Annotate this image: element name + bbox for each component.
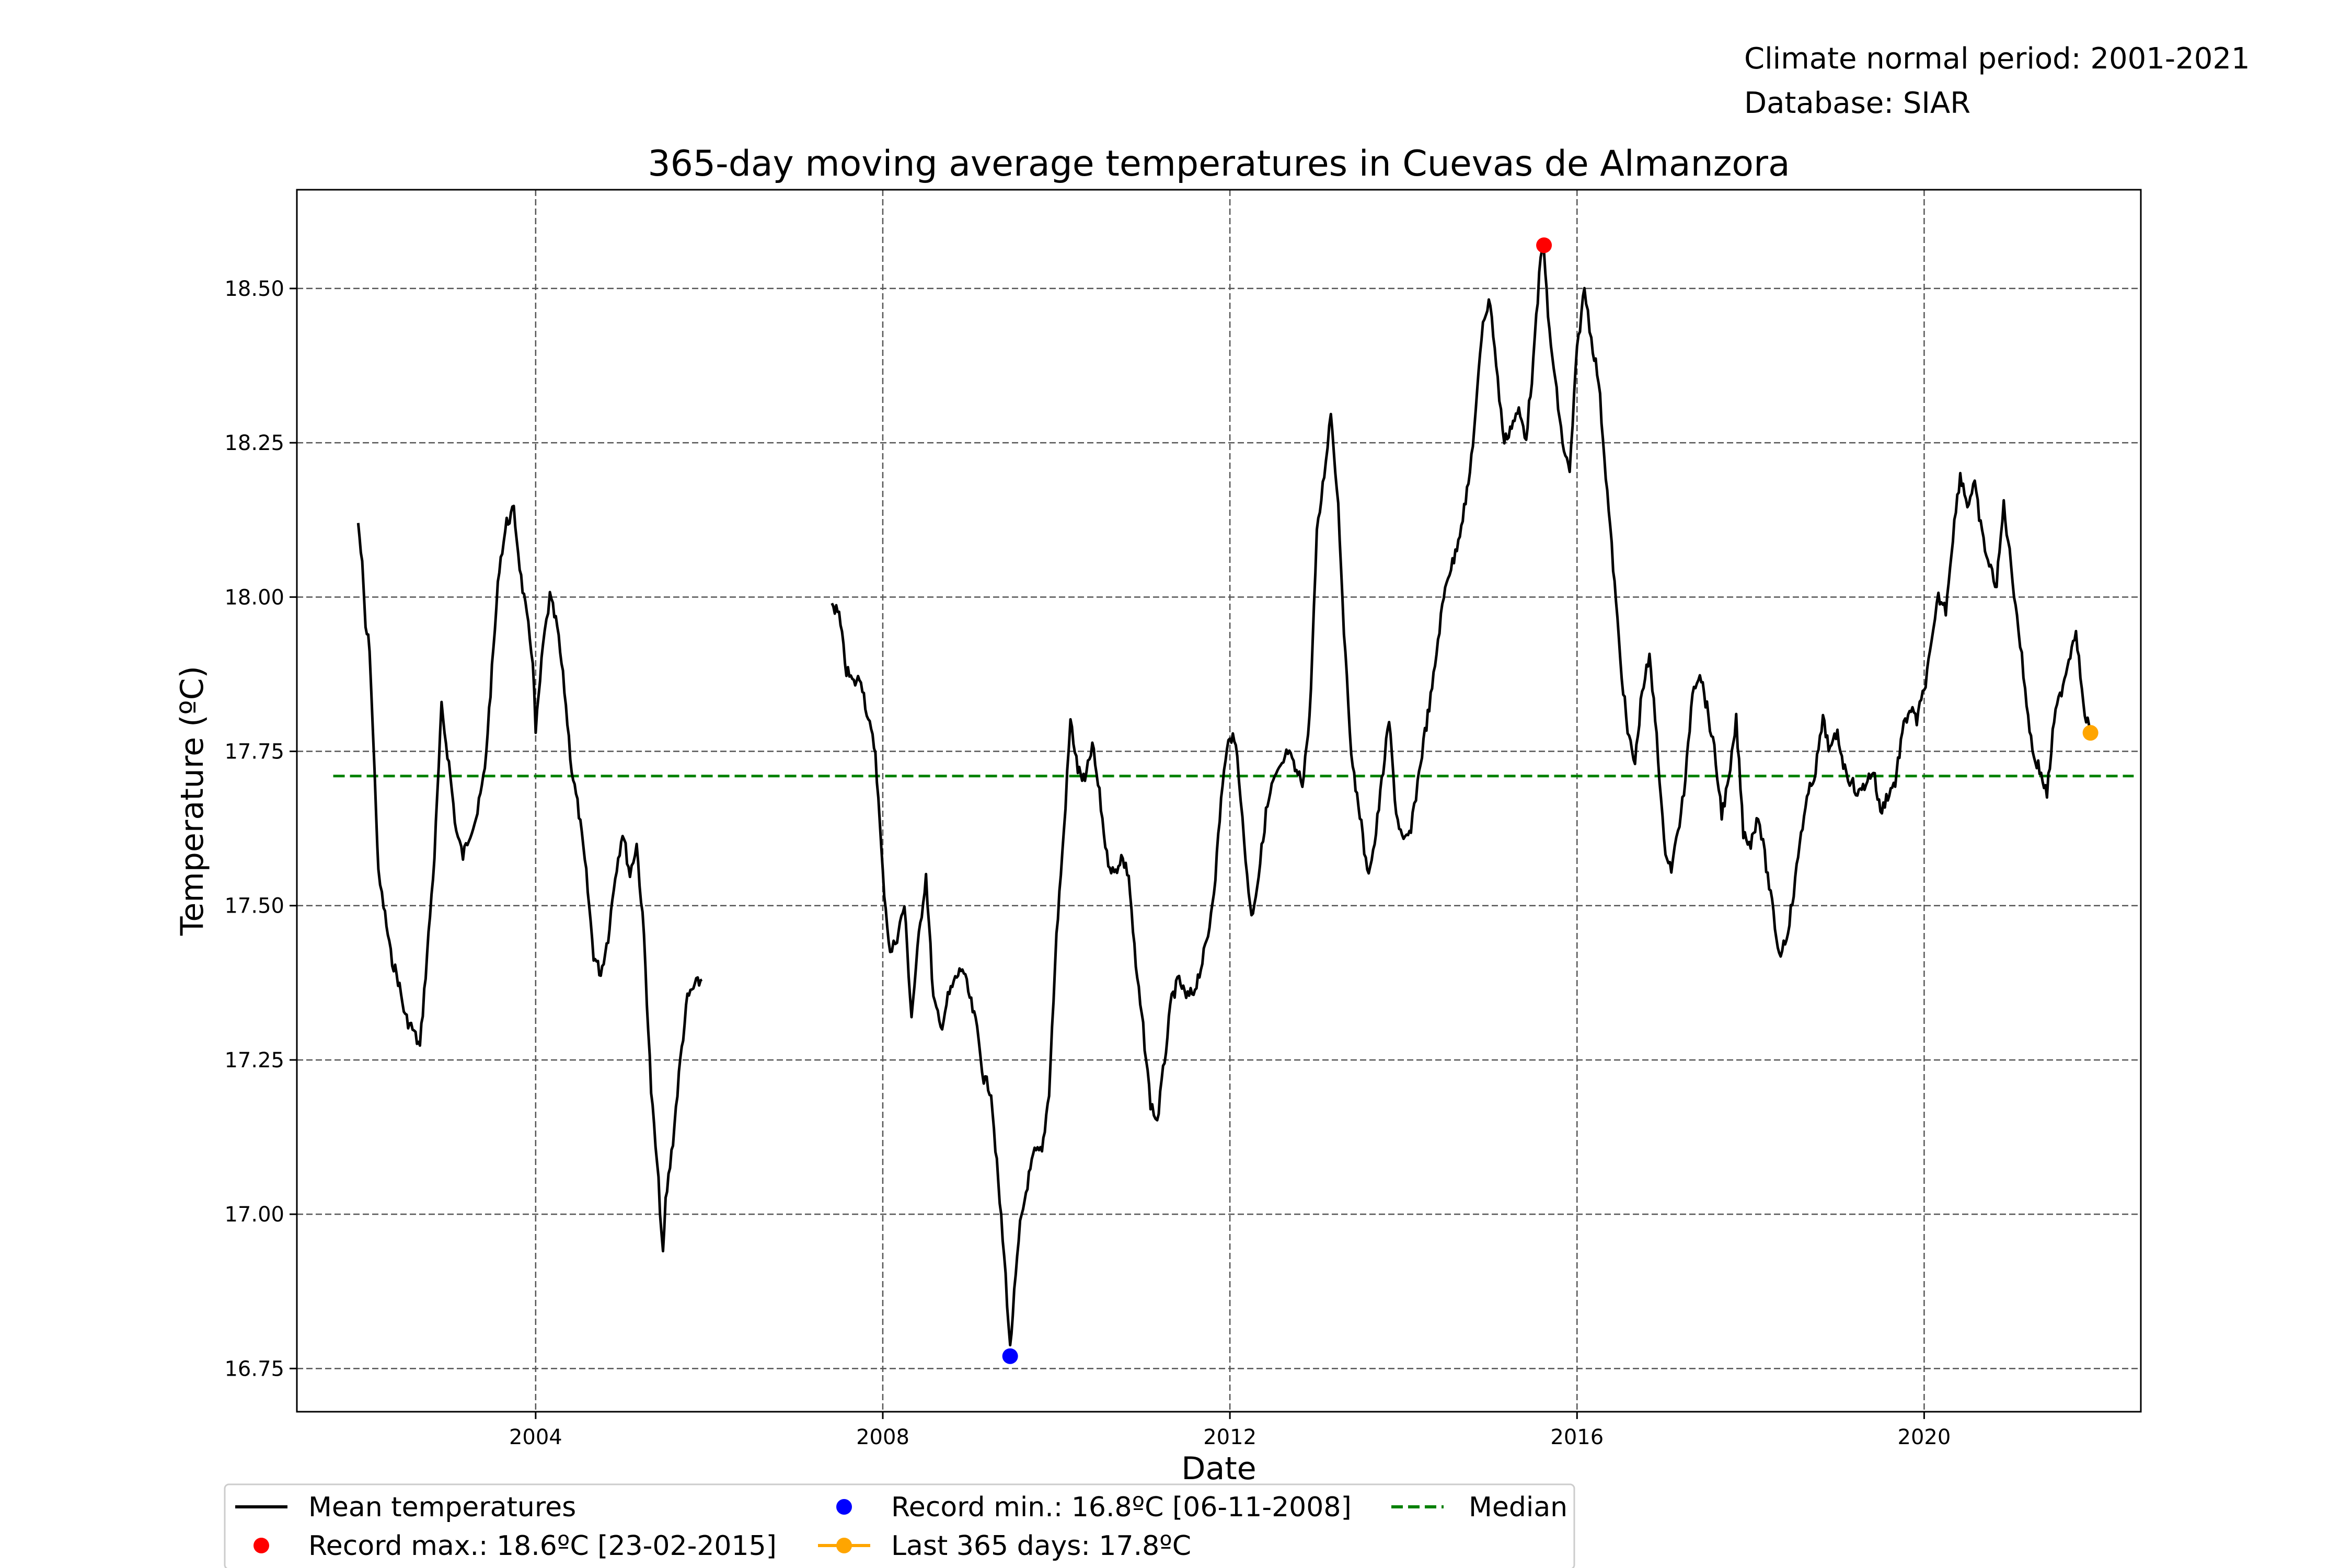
x-tick-label: 2020	[1898, 1425, 1951, 1449]
x-tick-label: 2016	[1550, 1425, 1604, 1449]
legend-min-swatch	[836, 1499, 852, 1515]
x-axis-label: Date	[1181, 1450, 1256, 1487]
y-axis-ticks: 16.75 17.00 17.25 17.50 17.75 18.00 18.25 18.50	[224, 277, 297, 1381]
y-tick-label: 18.00	[224, 585, 284, 609]
y-tick-label: 17.50	[224, 894, 284, 918]
y-tick-label: 18.50	[224, 277, 284, 301]
y-axis-label: Temperature (ºC)	[174, 666, 211, 936]
x-tick-label: 2008	[856, 1425, 909, 1449]
y-tick-label: 17.00	[224, 1203, 284, 1227]
legend-frame	[224, 1483, 1575, 1568]
legend-max-label: Record max.: 18.6ºC [23-02-2015]	[308, 1530, 777, 1562]
mean-temperature-line	[356, 504, 703, 1253]
marker-group	[1002, 237, 2099, 1364]
x-tick-label: 2012	[1203, 1425, 1256, 1449]
x-axis-ticks: 2004 2008 2012 2016 2020	[509, 1412, 1951, 1449]
legend: Mean temperatures Record max.: 18.6ºC [2…	[224, 1483, 1575, 1568]
y-tick-label: 18.25	[224, 431, 284, 455]
mean-temperature-line	[831, 247, 2092, 1347]
last-365-days-marker	[2082, 725, 2099, 741]
climate-period-text: Climate normal period: 2001-2021	[1744, 42, 2250, 76]
legend-last-label: Last 365 days: 17.8ºC	[891, 1530, 1191, 1562]
x-tick-label: 2004	[509, 1425, 562, 1449]
chart-title: 365-day moving average temperatures in C…	[648, 143, 1790, 185]
legend-min-label: Record min.: 16.8ºC [06-11-2008]	[891, 1492, 1352, 1523]
grid	[297, 190, 2141, 1412]
y-tick-label: 17.25	[224, 1048, 284, 1073]
legend-mean-label: Mean temperatures	[308, 1492, 576, 1523]
record-max-marker	[1536, 237, 1552, 253]
plot-frame	[296, 189, 2142, 1413]
y-tick-label: 16.75	[224, 1357, 284, 1381]
series-group	[356, 247, 2092, 1347]
database-text: Database: SIAR	[1744, 86, 1971, 120]
record-min-marker	[1002, 1348, 1018, 1364]
legend-last-swatch-dot	[836, 1538, 852, 1553]
legend-median-label: Median	[1469, 1492, 1567, 1523]
legend-max-swatch	[253, 1538, 269, 1553]
y-tick-label: 17.75	[224, 740, 284, 764]
